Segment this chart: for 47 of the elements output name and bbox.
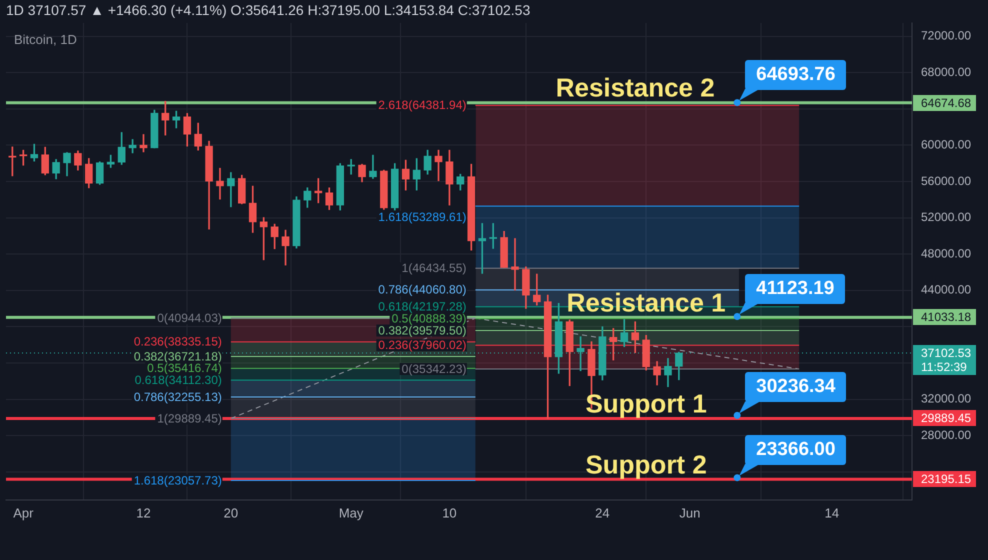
series-label: 1(46434.55): [402, 261, 466, 276]
x-tick-label: May: [338, 505, 364, 520]
series-label: 0.5(35416.74): [147, 361, 222, 376]
y-tick-label: 48000.00: [921, 246, 972, 260]
series-label: 0.786(44060.80): [378, 282, 466, 297]
x-tick-label: Jun: [679, 505, 700, 520]
x-tick-label: 10: [442, 505, 457, 520]
y-tick-label: 56000.00: [921, 174, 972, 188]
series-label: 0.786(32255.13): [134, 390, 222, 404]
series-label: 0(35342.23): [402, 362, 466, 376]
y-tick-label: 44000.00: [921, 282, 972, 297]
ref-line-label: 37102.53 11:52:39: [913, 345, 976, 376]
series-label: 1.618(23057.73): [134, 473, 222, 488]
ref-line-label: 64674.68: [913, 94, 976, 111]
x-tick-label: 12: [136, 505, 151, 520]
data-label: 41123.19: [745, 274, 846, 304]
x-tick-label: 14: [824, 505, 840, 520]
annotation: Support 2: [585, 449, 707, 480]
y-tick-label: 52000.00: [921, 210, 972, 224]
series-label: 2.618(64381.94): [378, 98, 466, 112]
x-tick-label: Apr: [13, 505, 34, 520]
y-tick-label: 60000.00: [921, 137, 972, 152]
annotation: Resistance 2: [556, 72, 715, 103]
y-tick-label: 32000.00: [921, 392, 972, 406]
x-tick-label: 20: [224, 505, 238, 520]
data-label: 30236.34: [745, 372, 846, 402]
series-label: 0(40944.03): [157, 310, 222, 325]
data-label: 64693.76: [745, 60, 846, 90]
series-label: 0.618(42197.28): [378, 300, 466, 314]
annotation: Resistance 1: [566, 287, 726, 318]
x-tick-label: 24: [595, 505, 610, 520]
y-tick-label: 72000.00: [921, 28, 972, 43]
series-label: 1(29889.45): [157, 411, 222, 426]
ref-line-label: 23195.15: [913, 471, 976, 488]
data-label: 23366.00: [745, 434, 846, 465]
ref-line-label: 41033.18: [913, 309, 976, 326]
chart-title: 1D 37107.57 ▲ +1466.30 (+4.11%) O:35641.26 H:37195.00 L:34153.84 C:37102.53: [6, 1, 530, 20]
series-label: 0.236(38335.15): [134, 334, 222, 349]
series-label: 0.618(34112.30): [134, 372, 222, 387]
y-tick-label: 28000.00: [921, 428, 972, 442]
series-label: 1.618(53289.61): [378, 210, 466, 224]
series-label: 0.382(36721.18): [134, 349, 222, 364]
annotation: Support 1: [585, 388, 707, 418]
text: Bitcoin, 1D: [14, 31, 77, 48]
y-tick-label: 68000.00: [921, 64, 972, 79]
series-label: 0.236(37960.02): [378, 338, 466, 352]
ref-line-label: 29889.45: [913, 410, 976, 426]
